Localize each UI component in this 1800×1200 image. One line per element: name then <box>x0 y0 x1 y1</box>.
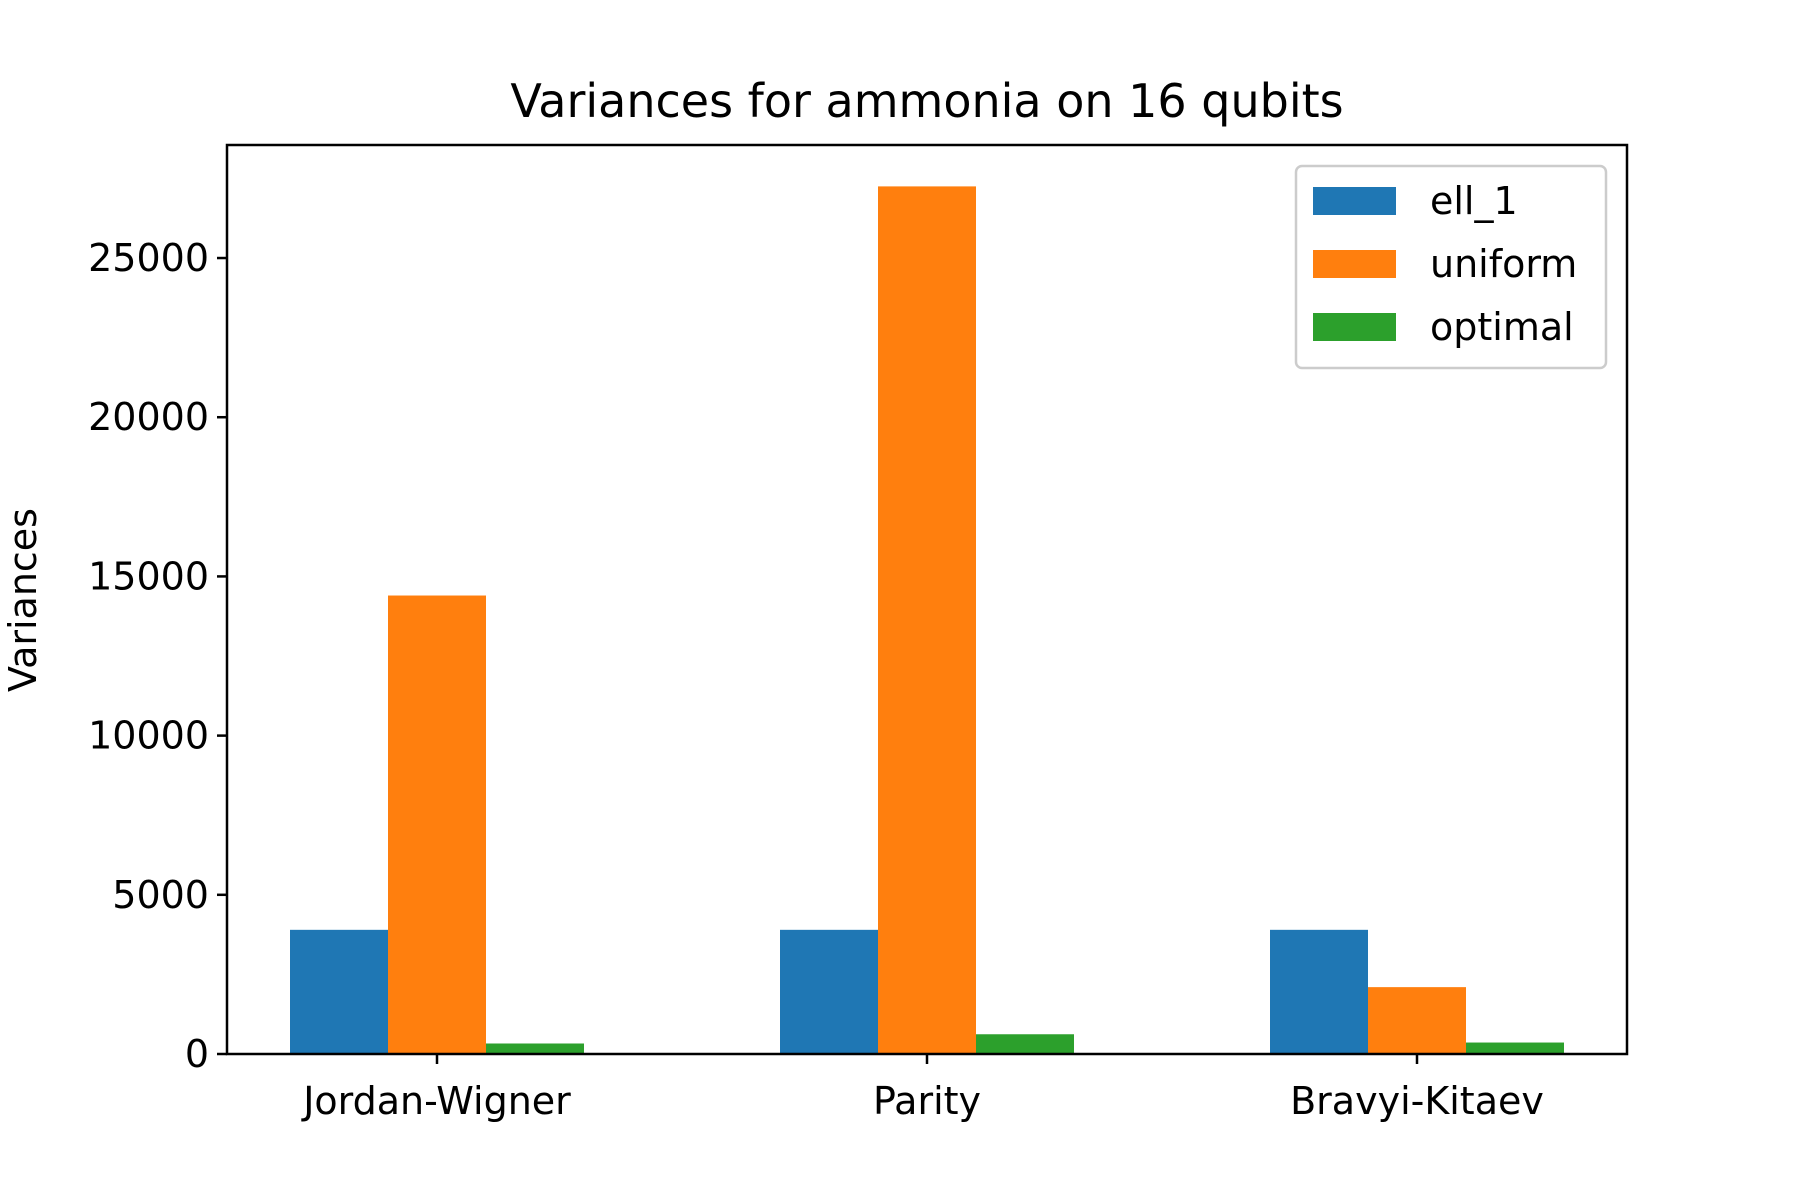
y-tick-label: 15000 <box>88 554 209 598</box>
bar-ell-1-1 <box>290 929 388 1054</box>
legend-swatch-optimal <box>1313 313 1396 341</box>
bar-uniform-3 <box>1368 987 1466 1054</box>
legend-label-uniform: uniform <box>1430 242 1577 286</box>
bar-uniform-1 <box>388 595 486 1054</box>
y-tick-label: 25000 <box>88 236 209 280</box>
x-axis: Jordan-Wigner Parity Bravyi-Kitaev <box>301 1054 1544 1123</box>
legend-label-optimal: optimal <box>1430 305 1574 349</box>
x-tick-label: Bravyi-Kitaev <box>1290 1079 1544 1123</box>
x-tick-label: Parity <box>873 1079 981 1123</box>
bar-optimal-3 <box>1466 1042 1564 1054</box>
bars-group <box>290 186 1564 1054</box>
bar-ell-1-3 <box>1270 929 1368 1054</box>
y-tick-label: 0 <box>185 1032 209 1076</box>
y-tick-label: 20000 <box>88 395 209 439</box>
y-tick-label: 5000 <box>112 873 209 917</box>
bar-uniform-2 <box>878 186 976 1054</box>
plot-frame <box>225 143 1629 1056</box>
bar-optimal-2 <box>976 1034 1074 1054</box>
chart-title: Variances for ammonia on 16 qubits <box>510 74 1343 128</box>
y-axis-label: Variances <box>1 508 45 692</box>
legend-label-ell-1: ell_1 <box>1430 179 1518 223</box>
y-tick-label: 10000 <box>88 714 209 758</box>
y-axis: 0 5000 10000 15000 20000 25000 <box>88 236 227 1076</box>
x-tick-label: Jordan-Wigner <box>301 1079 571 1123</box>
legend-swatch-uniform <box>1313 250 1396 278</box>
legend-swatch-ell-1 <box>1313 187 1396 215</box>
bar-optimal-1 <box>486 1043 584 1054</box>
bar-ell-1-2 <box>780 929 878 1054</box>
